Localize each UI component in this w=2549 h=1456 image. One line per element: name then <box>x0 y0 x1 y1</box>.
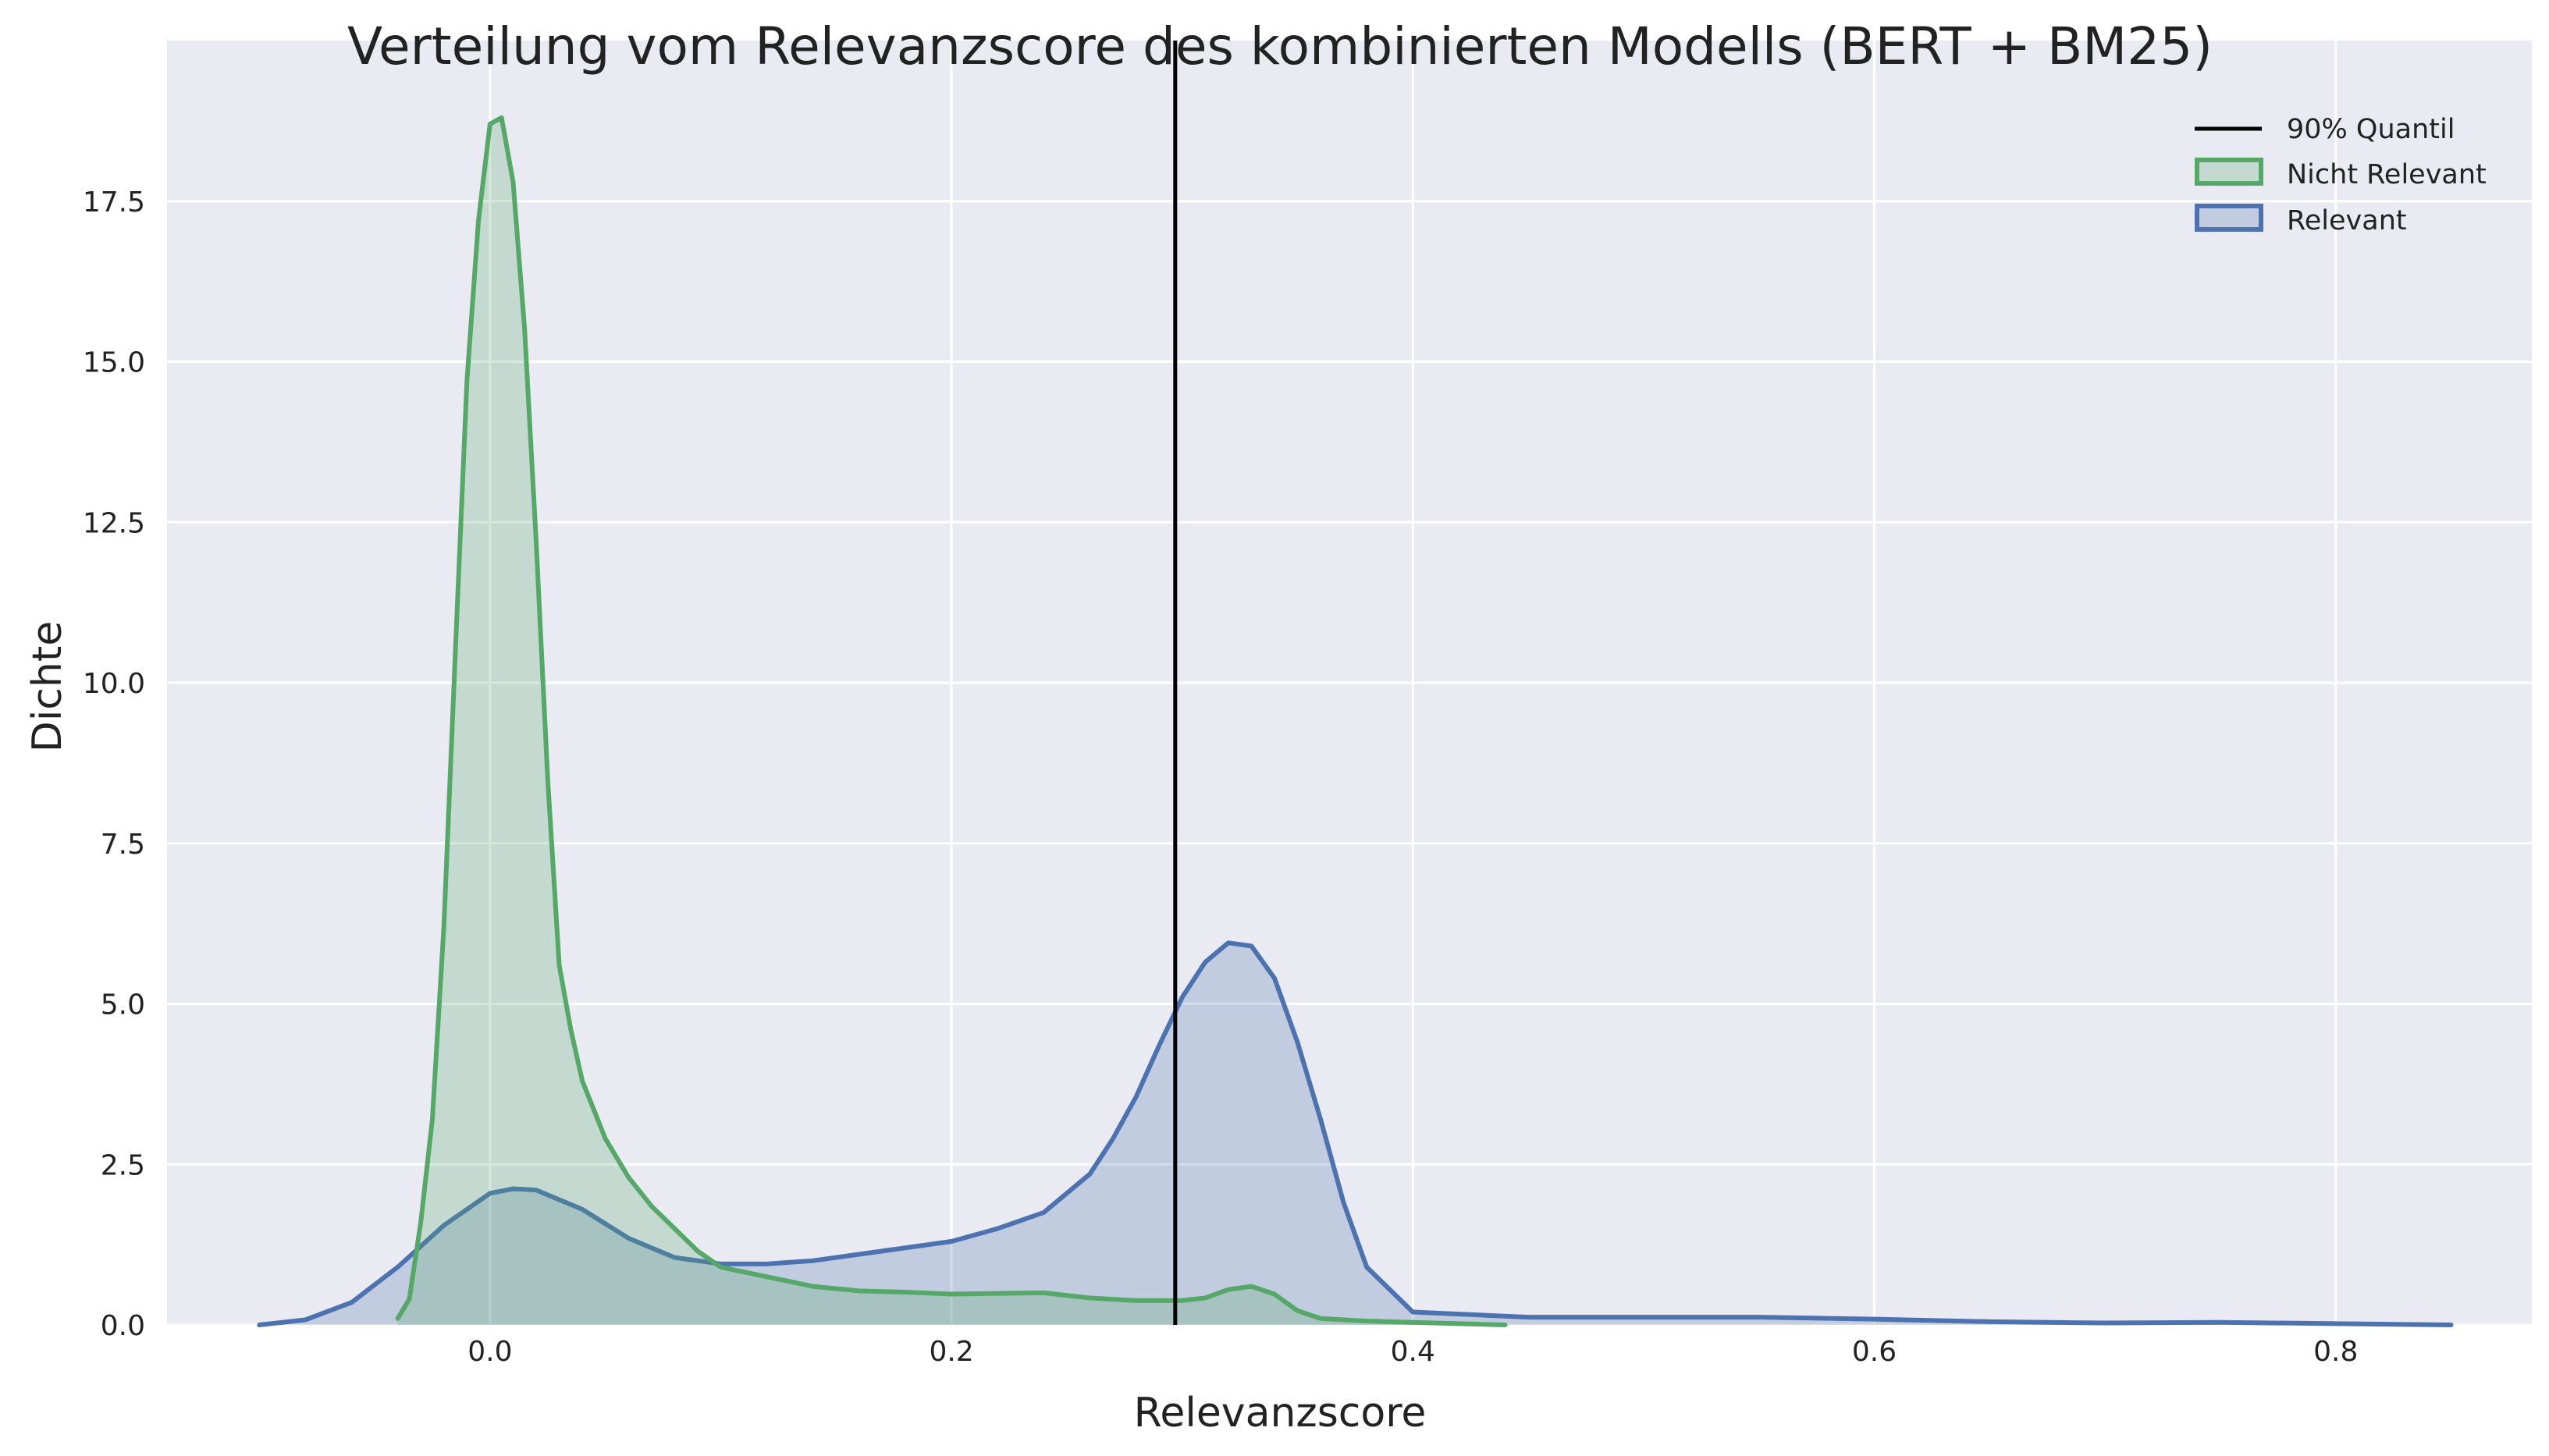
grid-lines <box>167 41 2532 1326</box>
series-fill-relevant <box>259 943 2451 1325</box>
series-line-nicht-relevant <box>395 115 1508 1327</box>
y-tick-label: 17.5 <box>83 186 145 218</box>
x-tick-label: 0.2 <box>929 1336 973 1368</box>
legend-swatch-relevant <box>2195 204 2263 232</box>
series-fill-nicht-relevant <box>397 117 1506 1325</box>
x-tick-label: 0.4 <box>1391 1336 1435 1368</box>
x-tick-label: 0.8 <box>2313 1336 2358 1368</box>
y-tick-label: 2.5 <box>101 1149 145 1181</box>
y-tick-label: 5.0 <box>101 989 145 1021</box>
tick-labels: 0.0 0.2 0.4 0.6 0.8 0.0 2.5 5.0 7.5 10.0 12.5 15.0 1… <box>83 186 2359 1368</box>
series-line-relevant <box>257 940 2454 1327</box>
y-tick-label: 10.0 <box>83 668 145 700</box>
legend-swatch-nicht-relevant <box>2195 158 2263 186</box>
chart-title: Verteilung vom Relevanzscore des kombini… <box>347 16 2213 76</box>
legend: 90% Quantil Nicht Relevant Relevant <box>2195 114 2487 236</box>
y-tick-label: 7.5 <box>101 829 145 861</box>
x-tick-label: 0.0 <box>467 1336 512 1368</box>
legend-label-relevant: Relevant <box>2287 205 2407 236</box>
y-tick-label: 15.0 <box>83 347 145 379</box>
legend-label-quantile: 90% Quantil <box>2287 114 2455 145</box>
y-axis-label: Dichte <box>24 621 71 752</box>
legend-label-nicht-relevant: Nicht Relevant <box>2287 159 2487 190</box>
density-series <box>257 115 2454 1327</box>
x-axis-label: Relevanzscore <box>1134 1390 1427 1436</box>
y-tick-label: 0.0 <box>101 1310 145 1342</box>
y-tick-label: 12.5 <box>83 507 145 539</box>
x-tick-label: 0.6 <box>1852 1336 1897 1368</box>
